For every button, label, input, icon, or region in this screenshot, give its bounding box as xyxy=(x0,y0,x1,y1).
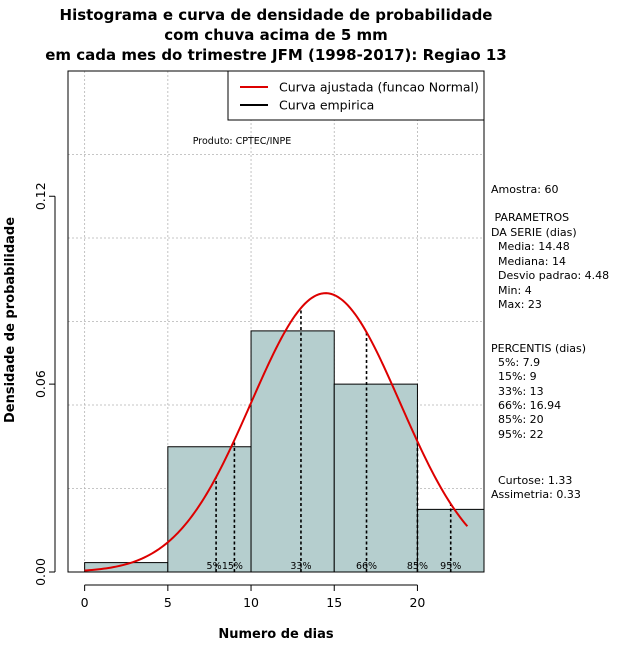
percentile-lines: 5% 15% 33% 66% 85% 95% xyxy=(207,307,461,572)
stats-line-9: 5%: 7.9 xyxy=(491,356,540,369)
legend-label-1: Curva empirica xyxy=(279,98,374,113)
stats-line-7: Max: 23 xyxy=(491,298,542,311)
stats-line-10: 15%: 9 xyxy=(491,370,537,383)
normal-curve xyxy=(84,292,469,572)
legend: Curva ajustada (funcao Normal) Curva empi… xyxy=(227,70,485,121)
histogram-bars xyxy=(84,330,485,573)
stats-line-4: Mediana: 14 xyxy=(491,255,566,268)
percentile-label-1: 15% xyxy=(222,561,243,572)
y-tick-label: 0.12 xyxy=(33,182,48,210)
x-tick-label: 15 xyxy=(326,595,342,610)
stats-line-11: 33%: 13 xyxy=(491,385,544,398)
percentile-label-3: 66% xyxy=(356,561,377,572)
stats-line-5: Desvio padrao: 4.48 xyxy=(491,269,609,282)
stats-line-0: Amostra: 60 xyxy=(491,183,558,196)
percentile-label-4: 85% xyxy=(407,561,428,572)
x-tick-label: 0 xyxy=(81,595,89,610)
x-tick-label: 20 xyxy=(409,595,425,610)
y-tick-label: 0.06 xyxy=(33,370,48,398)
percentile-label-0: 5% xyxy=(207,561,222,572)
stats-line-14: 95%: 22 xyxy=(491,428,544,441)
title-line-1: Histograma e curva de densidade de proba… xyxy=(60,6,493,24)
y-axis: 0.00 0.06 0.12 xyxy=(33,182,56,586)
stats-line-2: DA SERIE (dias) xyxy=(491,226,577,239)
title-line-2: com chuva acima de 5 mm xyxy=(164,26,388,44)
normal-curve-group xyxy=(84,292,469,572)
stats-panel: Amostra: 60 PARAMETROS DA SERIE (dias) Me… xyxy=(491,183,609,501)
x-axis-label: Numero de dias xyxy=(218,627,334,642)
stats-line-12: 66%: 16.94 xyxy=(491,399,561,412)
stats-line-13: 85%: 20 xyxy=(491,413,544,426)
legend-box xyxy=(227,70,485,121)
percentile-label-5: 95% xyxy=(440,561,461,572)
legend-label-0: Curva ajustada (funcao Normal) xyxy=(279,80,479,95)
percentile-label-2: 33% xyxy=(290,561,311,572)
stats-line-3: Media: 14.48 xyxy=(491,240,570,253)
stats-line-16: Assimetria: 0.33 xyxy=(491,488,581,501)
stats-line-6: Min: 4 xyxy=(491,284,532,297)
stats-line-1: PARAMETROS xyxy=(491,211,569,224)
x-tick-label: 10 xyxy=(243,595,259,610)
chart-title: Histograma e curva de densidade de proba… xyxy=(45,6,507,64)
product-label: Produto: CPTEC/INPE xyxy=(193,136,292,147)
y-tick-label: 0.00 xyxy=(33,558,48,586)
y-axis-label: Densidade de probabilidade xyxy=(3,217,18,423)
histogram-bar-2 xyxy=(250,330,335,573)
title-line-3: em cada mes do trimestre JFM (1998-2017)… xyxy=(45,46,507,64)
stats-line-8: PERCENTIS (dias) xyxy=(491,342,586,355)
stats-line-15: Curtose: 1.33 xyxy=(491,474,572,487)
histogram-bar-1 xyxy=(167,446,252,573)
x-axis: 0 5 10 15 20 xyxy=(81,584,425,610)
x-tick-label: 5 xyxy=(164,595,172,610)
